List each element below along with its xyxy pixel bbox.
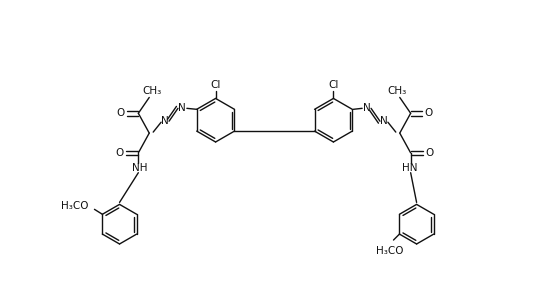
Text: CH₃: CH₃	[143, 85, 162, 95]
Text: O: O	[115, 148, 124, 158]
Text: Cl: Cl	[210, 80, 221, 89]
Text: H₃CO: H₃CO	[61, 201, 88, 211]
Text: NH: NH	[132, 163, 147, 173]
Text: N: N	[363, 103, 371, 113]
Text: Cl: Cl	[328, 80, 339, 89]
Text: O: O	[116, 108, 125, 118]
Text: N: N	[380, 116, 388, 126]
Text: HN: HN	[402, 163, 417, 173]
Text: CH₃: CH₃	[387, 85, 406, 95]
Text: O: O	[424, 108, 433, 118]
Text: N: N	[178, 103, 186, 113]
Text: H₃CO: H₃CO	[376, 246, 404, 256]
Text: O: O	[425, 148, 434, 158]
Text: N: N	[161, 116, 169, 126]
